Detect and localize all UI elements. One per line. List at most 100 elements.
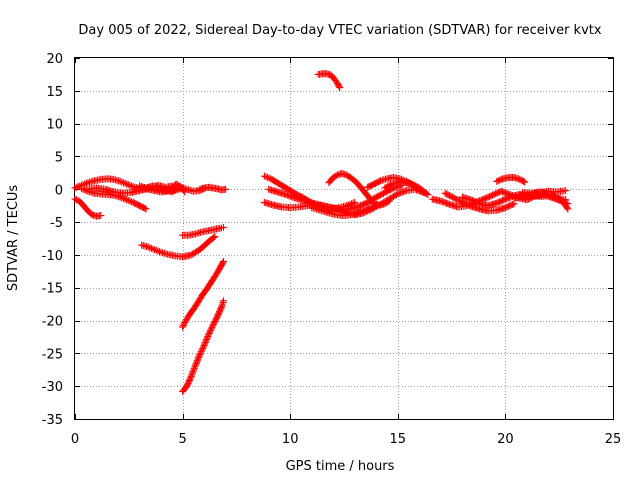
data-point [204,331,212,339]
data-point [197,349,205,357]
y-tick-label: -15 [42,282,63,297]
data-point [203,334,211,342]
data-point [73,183,81,191]
data-point [179,322,187,330]
data-point [424,191,432,199]
data-point [193,358,201,366]
data-point [212,271,220,279]
data-point [358,207,366,215]
series-trace-1 [71,195,105,220]
data-point [265,174,273,182]
data-point [198,346,206,354]
data-point [168,182,176,190]
data-point [97,212,105,220]
data-point [126,197,134,205]
grid-lines [75,58,613,419]
data-point [81,180,89,188]
chart-title: Day 005 of 2022, Sidereal Day-to-day VTE… [78,23,601,38]
data-point [203,335,211,343]
data-point [127,182,135,190]
data-point [121,195,129,203]
data-point [211,273,219,281]
data-point [118,178,126,186]
data-point [260,172,268,180]
data-point [189,368,197,376]
y-tick-label: 15 [46,85,63,100]
y-tick-label: 20 [46,52,63,67]
x-tick-label: 25 [605,432,622,447]
y-tick-label: -10 [42,249,63,264]
data-point [207,326,215,334]
data-point [195,297,203,305]
data-point [77,185,85,193]
data-point [119,194,127,202]
data-point [195,296,203,304]
data-point [563,204,571,212]
data-point [190,366,198,374]
data-point [187,372,195,380]
data-point [210,234,218,242]
data-point [147,244,155,252]
series-trace-23 [493,173,529,186]
data-point [361,206,369,214]
data-point [124,181,132,189]
data-point [187,374,195,382]
data-point [204,332,212,340]
data-point [363,205,371,213]
data-point [199,345,207,353]
data-point [188,371,196,379]
data-point [82,187,90,195]
axis-ticks: 0 5 10 15 20 25 20 15 10 5 0 -5 -10 -15 -20 -25 -30 -35 [42,52,622,447]
series-trace-9 [179,223,227,239]
data-point [562,187,570,195]
data-point [141,204,149,212]
data-point [219,259,227,267]
data-points [71,70,572,395]
series-trace-17 [325,170,393,209]
series-trace-8 [138,233,219,261]
data-point [197,348,205,356]
plot-frame [74,57,614,420]
data-point [217,305,225,313]
data-point [182,316,190,324]
data-point [356,208,364,216]
series-trace-26 [136,181,176,192]
data-point [142,205,150,213]
y-tick-label: 5 [55,150,63,165]
x-tick-label: 5 [178,432,186,447]
data-point [196,351,204,359]
x-tick-label: 15 [390,432,407,447]
data-point [192,361,200,369]
y-tick-label: -25 [42,347,63,362]
data-point [71,184,79,192]
data-point [151,246,159,254]
data-point [422,190,430,198]
data-point [384,198,392,206]
data-point [564,205,572,213]
data-point [196,294,204,302]
data-point [195,354,203,362]
data-point [195,352,203,360]
y-tick-label: 10 [46,118,63,133]
series-trace-25 [510,187,570,202]
series-trace-10 [179,257,227,331]
x-tick-label: 10 [282,432,299,447]
data-point [181,319,189,327]
x-axis-label: GPS time / hours [286,459,395,474]
data-point [144,243,152,251]
y-tick-label: 0 [55,183,63,198]
data-point [222,185,230,193]
data-point [364,204,372,212]
data-point [520,177,528,185]
data-point [200,341,208,349]
data-point [336,84,344,92]
y-tick-label: -20 [42,315,63,330]
data-point [154,247,162,255]
data-point [213,270,221,278]
data-point [190,364,198,372]
data-point [193,357,201,365]
series-trace-11 [179,297,227,395]
data-point [199,343,207,351]
data-point [335,82,343,90]
